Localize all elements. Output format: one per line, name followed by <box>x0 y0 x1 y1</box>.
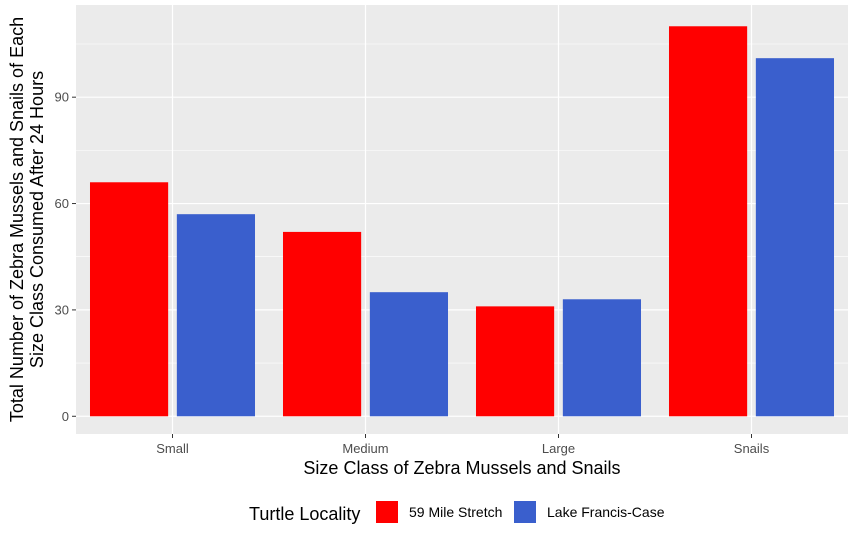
y-axis-title-line-1: Total Number of Zebra Mussels and Snails… <box>7 17 27 422</box>
y-axis-title-line-2: Size Class Consumed After 24 Hours <box>27 71 47 368</box>
bar-medium-lake-francis-case <box>369 292 449 417</box>
bar-small-59-mile-stretch <box>89 182 169 417</box>
y-tick-label: 0 <box>62 409 69 424</box>
x-tick-label-medium: Medium <box>342 441 388 456</box>
bar-snails-lake-francis-case <box>755 58 835 417</box>
y-tick-label: 30 <box>55 302 69 317</box>
legend-label-lake-francis-case: Lake Francis-Case <box>547 504 665 520</box>
y-tick-label: 90 <box>55 90 69 105</box>
y-axis: 0 30 60 90 <box>55 90 76 424</box>
y-tick-label: 60 <box>55 196 69 211</box>
legend: Turtle Locality 59 Mile Stretch Lake Fra… <box>249 501 665 524</box>
x-tick-label-large: Large <box>542 441 575 456</box>
y-axis-title: Total Number of Zebra Mussels and Snails… <box>7 17 47 422</box>
bar-small-lake-francis-case <box>176 214 256 417</box>
x-tick-label-snails: Snails <box>734 441 770 456</box>
bar-snails-59-mile-stretch <box>668 26 748 417</box>
bar-large-59-mile-stretch <box>475 306 555 417</box>
legend-key-59-mile-stretch <box>376 501 398 523</box>
x-axis-title: Size Class of Zebra Mussels and Snails <box>303 458 620 478</box>
bar-large-lake-francis-case <box>562 299 642 417</box>
legend-label-59-mile-stretch: 59 Mile Stretch <box>409 504 502 520</box>
x-tick-label-small: Small <box>156 441 189 456</box>
legend-title: Turtle Locality <box>249 504 360 524</box>
bar-medium-59-mile-stretch <box>282 231 362 417</box>
legend-key-lake-francis-case <box>514 501 536 523</box>
bars <box>89 26 835 417</box>
x-axis: Small Medium Large Snails <box>156 434 770 456</box>
